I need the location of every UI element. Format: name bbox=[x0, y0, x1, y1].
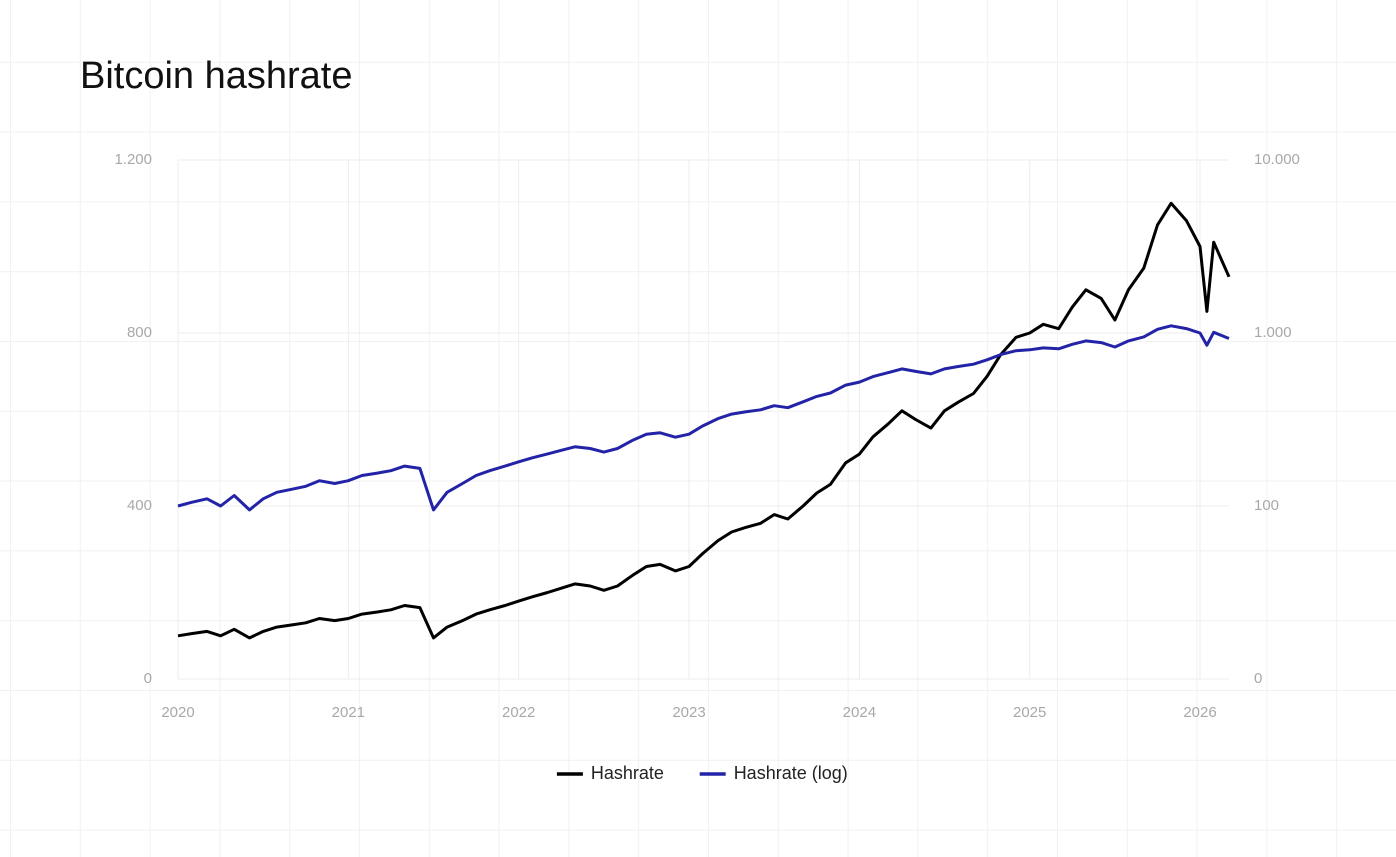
x-tick-label: 2021 bbox=[332, 704, 365, 721]
chart-title: Bitcoin hashrate bbox=[80, 55, 353, 97]
y-tick-label: 0 bbox=[144, 670, 152, 687]
x-tick-label: 2026 bbox=[1183, 704, 1216, 721]
y2-tick-label: 100 bbox=[1254, 497, 1279, 514]
y2-tick-label: 0 bbox=[1254, 670, 1262, 687]
x-tick-label: 2020 bbox=[161, 704, 194, 721]
line bbox=[177, 201, 1231, 640]
y2-tick-label: 1.000 bbox=[1254, 324, 1292, 341]
x-tick-label: 2024 bbox=[843, 704, 876, 721]
line bbox=[177, 324, 1230, 512]
legend-label: Hashrate bbox=[591, 763, 664, 783]
y-tick-label: 800 bbox=[127, 324, 152, 341]
x-tick-label: 2025 bbox=[1013, 704, 1046, 721]
legend-label: Hashrate (log) bbox=[734, 763, 848, 783]
x-tick-label: 2022 bbox=[502, 704, 535, 721]
y-tick-label: 400 bbox=[127, 497, 152, 514]
x-tick-label: 2023 bbox=[672, 704, 705, 721]
y2-tick-label: 10.000 bbox=[1254, 151, 1300, 168]
y-tick-label: 1.200 bbox=[114, 151, 152, 168]
